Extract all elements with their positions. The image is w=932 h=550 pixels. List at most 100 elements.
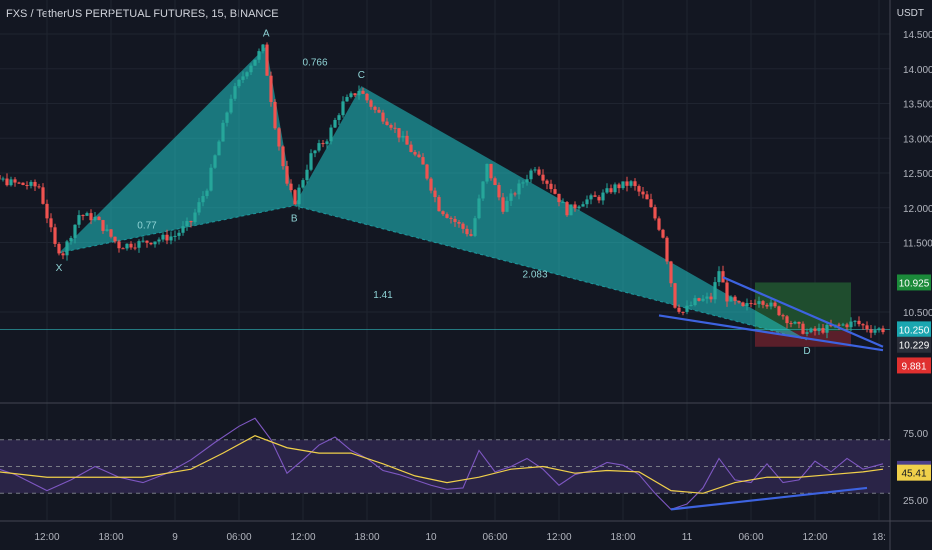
candle-body [805, 332, 809, 334]
candle-body [237, 79, 241, 87]
candle-body [713, 282, 717, 300]
candle-body [653, 207, 657, 219]
candle-body [705, 296, 709, 299]
candle-body [0, 175, 1, 180]
candle-body [205, 190, 209, 197]
candle-body [501, 197, 505, 212]
candle-body [829, 324, 833, 327]
candle-body [657, 218, 661, 230]
candle-body [181, 226, 185, 233]
candle-body [41, 187, 45, 204]
candle-body [329, 127, 333, 142]
time-tick-label: 06:00 [738, 532, 763, 543]
candle-body [545, 180, 549, 184]
candle-body [425, 164, 429, 179]
candle-body [121, 248, 125, 250]
ratio-bcd: 2.083 [522, 269, 547, 280]
chart-title: FXS / TetherUS PERPETUAL FUTURES, 15, BI… [6, 8, 279, 20]
candle-body [733, 296, 737, 301]
candle-body [573, 204, 577, 209]
candle-body [101, 220, 105, 231]
candle-body [337, 115, 341, 120]
candle-body [301, 180, 305, 188]
candle-body [481, 181, 485, 199]
time-tick-label: 12:00 [546, 532, 571, 543]
candle-body [173, 235, 177, 237]
pattern-xd-line [58, 205, 808, 341]
candle-body [473, 218, 477, 236]
sl-price-tag: 9.881 [901, 361, 926, 372]
candle-body [65, 241, 69, 256]
candle-body [313, 150, 317, 154]
candle-body [21, 182, 25, 185]
candle-body [157, 239, 161, 242]
candle-body [669, 261, 673, 284]
rsi-band [0, 439, 890, 494]
candle-body [221, 122, 225, 142]
candle-body [717, 271, 721, 283]
candle-body [689, 305, 693, 307]
candle-body [777, 306, 781, 316]
candle-body [49, 218, 53, 228]
time-tick-label: 12:00 [802, 532, 827, 543]
candle-body [533, 169, 537, 171]
candle-body [817, 328, 821, 332]
candle-body [77, 215, 81, 225]
axes-layer: 14.500 14.000 13.500 13.000 12.500 12.000 11.5… [34, 30, 932, 543]
candle-body [565, 202, 569, 216]
candle-body [213, 155, 217, 168]
candle-body [757, 301, 761, 305]
candle-body [857, 320, 861, 325]
candle-body [593, 195, 597, 197]
price-tick-label: 12.000 [903, 204, 932, 215]
candle-body [73, 224, 77, 238]
candle-body [577, 206, 581, 209]
candle-body [133, 247, 137, 249]
tp-price-tag-bg [897, 274, 931, 291]
candle-body [681, 311, 685, 313]
label-a: A [263, 29, 270, 40]
candle-body [389, 125, 393, 128]
candle-body [17, 182, 21, 184]
price-tick-label: 14.000 [903, 65, 932, 76]
candle-body [165, 234, 169, 241]
last-price-tag: 10.250 [899, 325, 930, 336]
candle-body [317, 143, 321, 151]
candle-body [797, 321, 801, 324]
candle-body [385, 121, 389, 126]
ratio-abc: 0.766 [302, 57, 327, 68]
candle-body [877, 328, 881, 331]
candle-body [505, 200, 509, 212]
candle-body [149, 242, 153, 245]
candle-body [401, 135, 405, 138]
label-x: X [56, 263, 63, 274]
candle-body [693, 298, 697, 306]
candle-body [517, 183, 521, 195]
candle-body [321, 143, 325, 145]
label-c: C [358, 70, 365, 81]
candle-body [201, 196, 205, 203]
candle-body [869, 329, 873, 333]
candle-body [393, 127, 397, 129]
candle-body [405, 135, 409, 145]
candle-body [325, 141, 329, 144]
candle-body [189, 221, 193, 223]
candle-body [37, 186, 41, 188]
candle-body [613, 184, 617, 193]
candle-body [509, 193, 513, 201]
price-tick-label: 11.500 [903, 239, 932, 250]
candle-body [793, 321, 797, 324]
candle-body [825, 324, 829, 333]
ratio-xab: 0.77 [137, 221, 157, 232]
candle-body [421, 157, 425, 165]
rsi-divergence-line [670, 486, 868, 511]
candle-body [249, 65, 253, 73]
price-tick-label: 12.500 [903, 169, 932, 180]
candle-body [701, 298, 705, 301]
time-tick-label: 12:00 [290, 532, 315, 543]
candle-body [309, 153, 313, 170]
candle-body [241, 76, 245, 80]
candle-body [609, 188, 613, 193]
candle-body [161, 234, 165, 240]
